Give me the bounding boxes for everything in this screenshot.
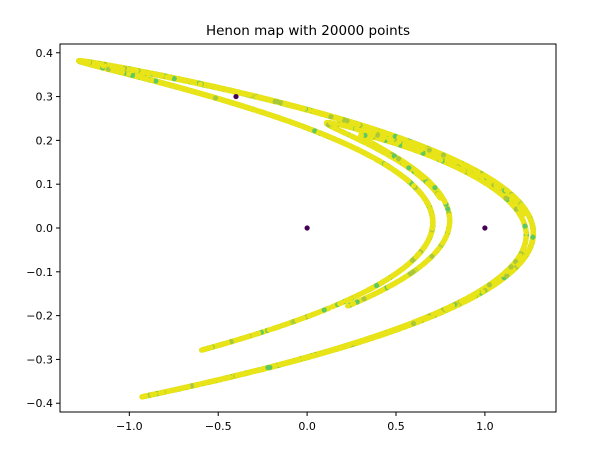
attractor-points (76, 58, 537, 400)
chart-title: Henon map with 20000 points (206, 23, 410, 39)
